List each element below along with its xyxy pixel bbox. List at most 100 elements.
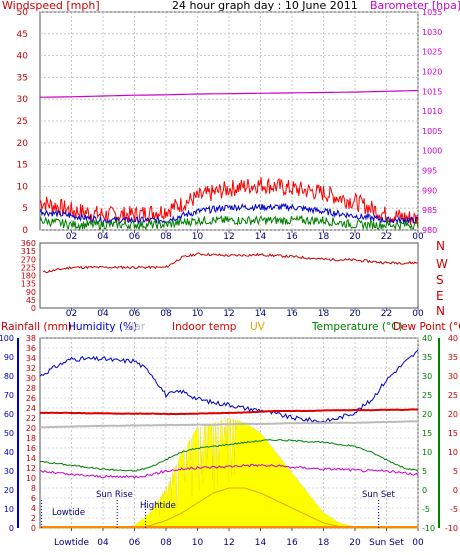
annotation-sunset: Sun Set <box>362 490 395 500</box>
legend-humidity: Humidity (%) <box>68 321 137 333</box>
panel1-xtick-label: 06 <box>129 232 141 242</box>
panel2-xtick-label: 18 <box>318 309 330 319</box>
direction-ytick-label: 135 <box>21 280 36 289</box>
dewpoint-ytick-label: 10 <box>448 448 458 457</box>
rainfall-ytick-label: 16 <box>26 444 36 453</box>
compass-w: W <box>436 257 448 271</box>
dewpoint-ytick-label: 25 <box>448 391 458 400</box>
axes: 0510152025303540455098098599099510001005… <box>0 8 458 548</box>
barometer-label: Barometer [hpa] <box>370 0 460 12</box>
wind-ytick-label: 45 <box>17 30 28 40</box>
panel2-xtick-label: 12 <box>223 309 234 319</box>
rainfall-ytick-label: 32 <box>26 364 36 373</box>
compass-e: E <box>436 289 444 303</box>
panel3-xtick-label: Lowtide <box>54 538 89 548</box>
rainfall-ytick-label: 2 <box>31 514 36 523</box>
wind-low-line <box>39 214 419 231</box>
humidity-ytick-label: 10 <box>4 505 14 514</box>
panel3-xtick-label: 10 <box>192 538 204 548</box>
uv-line <box>134 487 362 529</box>
solar-line <box>39 420 419 429</box>
panel3-legend: Rainfall (mm) Humidity (%) olar Indoor t… <box>1 321 460 333</box>
temperature-ytick-label: 35 <box>422 353 432 362</box>
panel3-xtick-label: 06 <box>129 538 141 548</box>
baro-ytick-label: 995 <box>422 167 437 176</box>
panel1-xtick-label: 04 <box>97 232 109 242</box>
direction-ytick-label: 360 <box>21 239 36 248</box>
dewpoint-ytick-label: -5 <box>450 505 458 514</box>
direction-ytick-label: 225 <box>21 263 36 272</box>
direction-ytick-label: 270 <box>21 255 36 264</box>
baro-ytick-label: 990 <box>422 186 437 195</box>
dewpoint-ytick-label: 15 <box>448 429 458 438</box>
humidity-ytick-label: 80 <box>4 372 14 381</box>
rainfall-ytick-label: 22 <box>26 414 36 423</box>
humidity-ytick-label: 90 <box>4 353 14 362</box>
compass-n-bottom: N <box>436 304 445 318</box>
dewpoint-line <box>39 463 419 479</box>
rainfall-ytick-label: 28 <box>26 384 36 393</box>
rainfall-ytick-label: 30 <box>26 374 36 383</box>
dewpoint-ytick-label: 30 <box>448 372 458 381</box>
wind-ytick-label: 20 <box>17 139 29 149</box>
panel3-xtick-label: 16 <box>286 538 298 548</box>
panel3-xtick-label: 18 <box>318 538 330 548</box>
dewpoint-ytick-label: 35 <box>448 353 458 362</box>
panel1-xtick-label: 00 <box>412 232 424 242</box>
rainfall-ytick-label: 14 <box>26 454 36 463</box>
panel1-xtick-label: 14 <box>255 232 267 242</box>
panel3-xtick-label: 14 <box>255 538 267 548</box>
wind-ytick-label: 10 <box>17 182 29 192</box>
dewpoint-ytick-label: 0 <box>453 486 458 495</box>
panel1-xtick-label: 02 <box>66 232 77 242</box>
baro-ytick-label: 1015 <box>422 87 442 96</box>
baro-ytick-label: 1010 <box>422 107 442 116</box>
wind-gust-line <box>39 177 419 227</box>
rainfall-ytick-label: 6 <box>31 494 36 503</box>
rainfall-ytick-label: 10 <box>26 474 36 483</box>
chart-title: 24 hour graph day : 10 June 2011 <box>172 0 358 12</box>
wind-ytick-label: 25 <box>17 117 28 127</box>
annotation-lowtide: Lowtide <box>52 508 85 518</box>
panel2-frame <box>39 242 419 309</box>
dewpoint-ytick-label: 5 <box>453 467 458 476</box>
panel2-xtick-label: 00 <box>412 309 424 319</box>
wind-average-line <box>39 202 419 226</box>
rainfall-ytick-label: 36 <box>26 344 36 353</box>
panel1-xtick-label: 20 <box>349 232 361 242</box>
rainfall-ytick-label: 4 <box>31 504 36 513</box>
legend-uv: UV <box>250 321 266 333</box>
rainfall-ytick-label: 20 <box>26 424 36 433</box>
humidity-ytick-label: 40 <box>4 448 14 457</box>
dewpoint-ytick-label: 20 <box>448 410 458 419</box>
panel3-xtick-label: 20 <box>349 538 361 548</box>
temperature-ytick-label: 30 <box>422 372 432 381</box>
indoor-line <box>39 408 419 416</box>
legend-solar: olar <box>125 321 146 333</box>
compass-labels: N W S E N <box>436 239 448 318</box>
legend-dewpoint: Dew Point (°C) <box>393 321 460 333</box>
baro-ytick-label: 1025 <box>422 48 442 57</box>
annotation-sunrise: Sun Rise <box>96 490 133 500</box>
temperature-ytick-label: 25 <box>422 391 432 400</box>
direction-ytick-label: 180 <box>21 272 36 281</box>
rainfall-ytick-label: 34 <box>26 354 36 363</box>
panel1-xtick-label: 18 <box>318 232 330 242</box>
temperature-ytick-label: 20 <box>422 410 432 419</box>
panel3-xtick-label: 00 <box>412 538 424 548</box>
wind-ytick-label: 40 <box>17 52 29 62</box>
temperature-ytick-label: -5 <box>422 505 430 514</box>
temperature-ytick-label: 0 <box>422 486 427 495</box>
temperature-ytick-label: 10 <box>422 448 432 457</box>
humidity-ytick-label: 60 <box>4 410 14 419</box>
rainfall-ytick-label: 26 <box>26 394 36 403</box>
humidity-ytick-label: 100 <box>0 334 14 343</box>
dewpoint-ytick-label: 40 <box>448 334 458 343</box>
temperature-ytick-label: 40 <box>422 334 432 343</box>
panel2-xtick-label: 06 <box>129 309 141 319</box>
panel2-xtick-label: 10 <box>192 309 204 319</box>
panel2-xtick-label: 22 <box>381 309 392 319</box>
baro-ytick-label: 1030 <box>422 28 442 37</box>
humidity-line <box>39 349 419 425</box>
